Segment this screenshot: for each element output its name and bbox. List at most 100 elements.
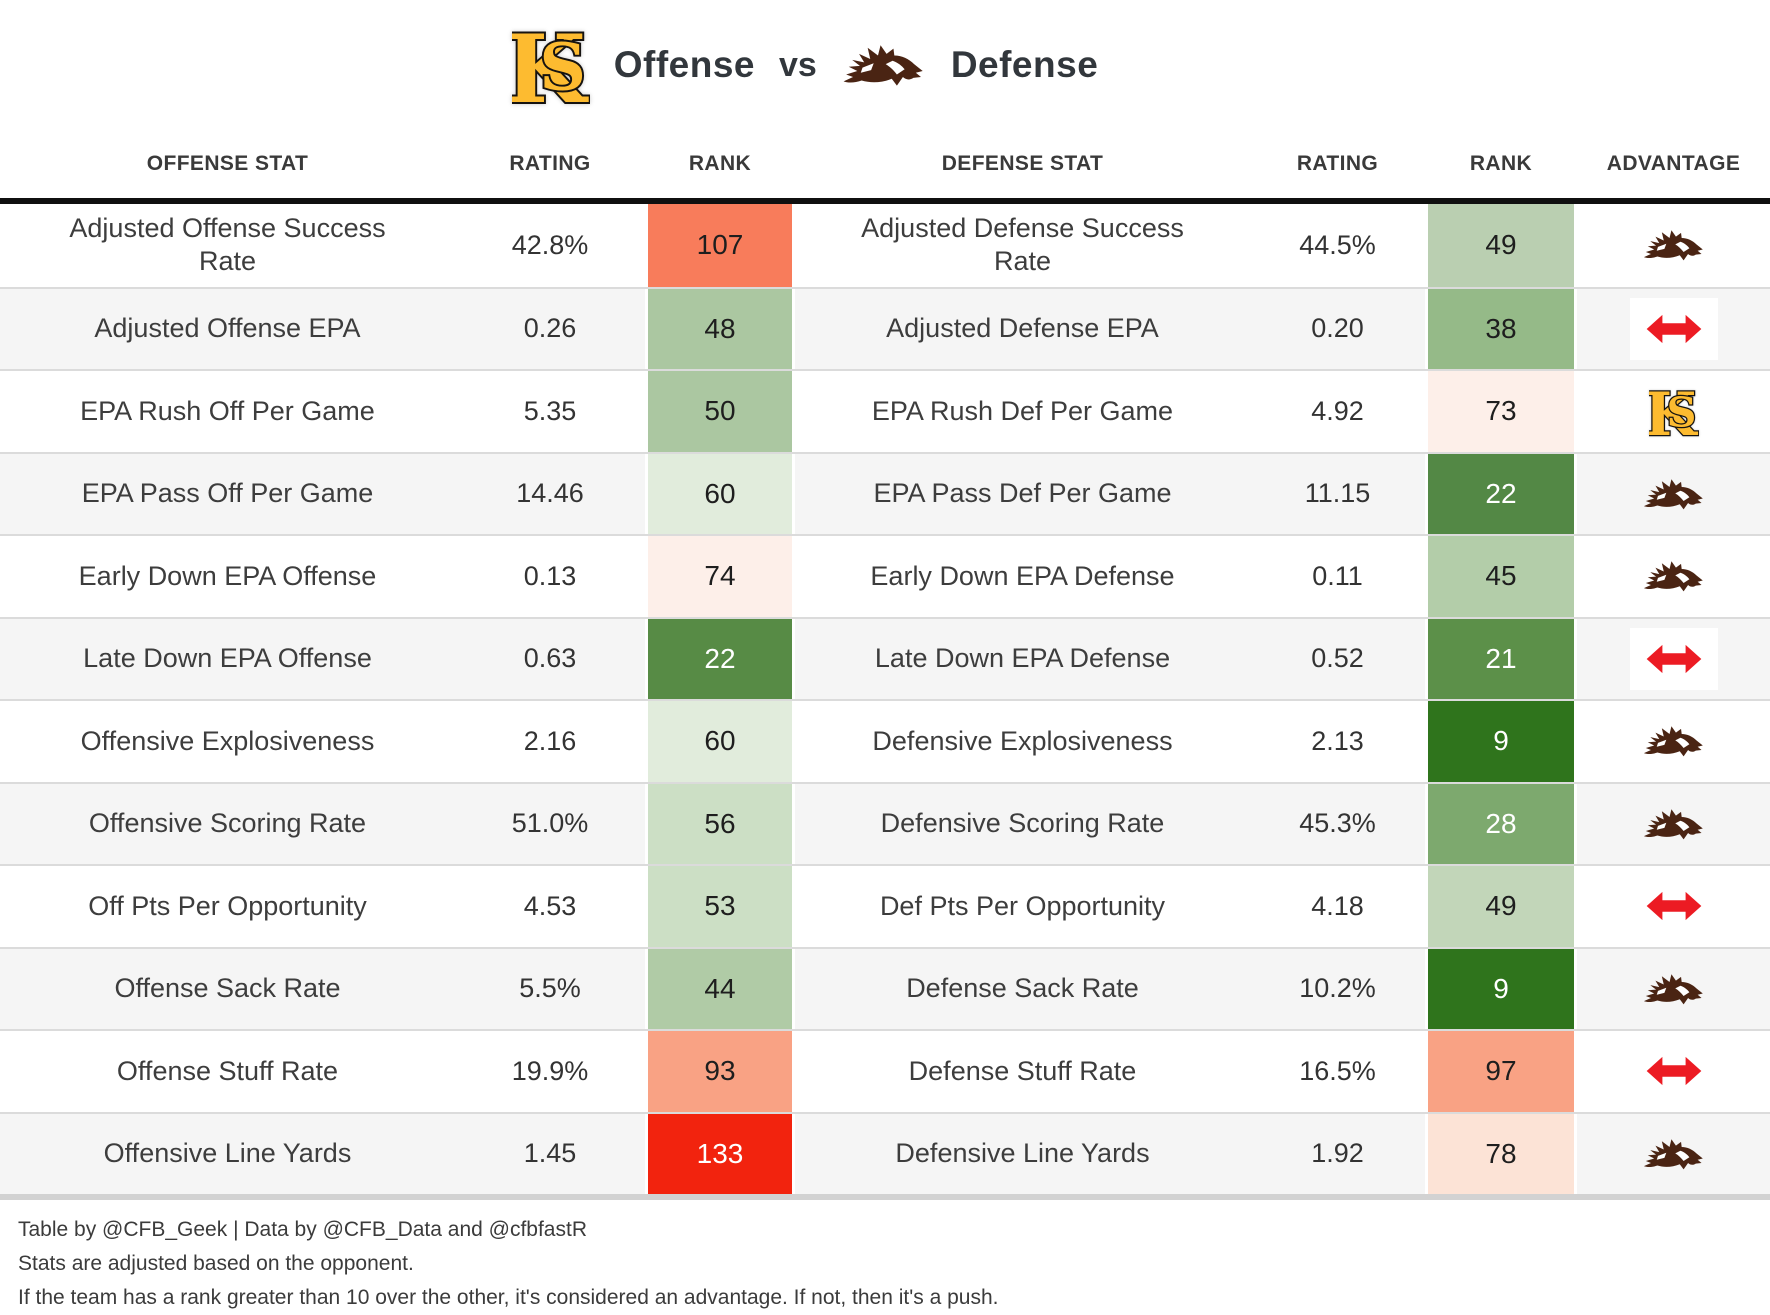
offense-rating-value: 5.5% — [519, 973, 581, 1004]
defense-rating-value: 0.52 — [1311, 643, 1364, 674]
credit-line: Table by @CFB_Geek | Data by @CFB_Data a… — [18, 1218, 587, 1241]
wmu-bronco-logo-icon — [1642, 721, 1706, 761]
table-row: Offensive Line Yards 1.45 133 Defensive Lin… — [0, 1111, 1770, 1195]
advantage-cell — [1577, 866, 1770, 947]
svg-text:S: S — [539, 30, 585, 105]
table-bottom-bar — [0, 1194, 1770, 1200]
defense-stat-label: Def Pts Per Opportunity — [879, 890, 1166, 921]
table-row: Adjusted Offense EPA 0.26 48 Adjusted Defen… — [0, 286, 1770, 370]
table-footer: Table by @CFB_Geek | Data by @CFB_Data a… — [0, 1200, 1770, 1315]
wmu-bronco-logo-icon — [1642, 1134, 1706, 1174]
defense-rating-value: 4.18 — [1311, 890, 1364, 921]
table-row: Early Down EPA Offense 0.13 74 Early Down E… — [0, 534, 1770, 617]
col-header-defense-rank: RANK — [1469, 152, 1533, 175]
defense-rank-value: 78 — [1425, 1113, 1577, 1194]
defense-rank-value: 9 — [1425, 701, 1577, 782]
offense-title-label: Offense — [613, 44, 755, 85]
push-arrow-icon — [1629, 627, 1718, 690]
svg-text:K: K — [1649, 381, 1698, 441]
advantage-cell — [1577, 701, 1770, 782]
defense-rating-value: 4.92 — [1311, 395, 1364, 426]
defense-rating-value: 0.11 — [1312, 560, 1363, 591]
svg-text:S: S — [1666, 388, 1696, 437]
advantage-cell — [1577, 784, 1770, 865]
offense-rating-value: 0.26 — [523, 313, 577, 344]
offense-rating-value: 14.46 — [516, 478, 584, 509]
defense-rating-value: 16.5% — [1299, 1055, 1376, 1086]
table-row: Offense Stuff Rate 19.9% 93 Defense Stuff R… — [0, 1029, 1770, 1112]
offense-stat-label: Off Pts Per Opportunity — [88, 890, 367, 921]
table-row: Adjusted Offense Success Rate 42.8% 107 Adj… — [0, 204, 1770, 287]
col-header-offense-stat: OFFENSE STAT — [146, 152, 309, 175]
advantage-cell — [1577, 619, 1770, 700]
offense-rank-value: 50 — [645, 371, 795, 452]
offense-stat-label: EPA Rush Off Per Game — [80, 395, 375, 426]
defense-stat-label: EPA Pass Def Per Game — [873, 478, 1172, 509]
offense-stat-label: Offense Sack Rate — [114, 973, 341, 1004]
defense-stat-label: Defense Sack Rate — [906, 973, 1139, 1004]
wmu-bronco-logo-icon — [1642, 474, 1706, 514]
defense-rating-value: 45.3% — [1299, 808, 1376, 839]
offense-stat-label: EPA Pass Off Per Game — [81, 478, 374, 509]
col-header-defense-rating: RATING — [1296, 152, 1379, 175]
advantage-cell — [1577, 289, 1770, 370]
table-row: EPA Rush Off Per Game 5.35 50 EPA Rush Def … — [0, 369, 1770, 452]
defense-title-label: Defense — [950, 44, 1099, 85]
offense-rank-value: 133 — [645, 1113, 795, 1194]
defense-stat-label: Defensive Line Yards — [895, 1138, 1150, 1169]
defense-stat-label: Adjusted Defense Success Rate — [861, 213, 1184, 277]
defense-rank-value: 21 — [1425, 618, 1577, 699]
page-title: K S Offense vs Defense — [0, 0, 1690, 130]
offense-rank-value: 56 — [645, 783, 795, 864]
defense-rating-value: 1.92 — [1311, 1138, 1364, 1169]
advantage-cell — [1577, 949, 1770, 1030]
offense-rating-value: 5.35 — [523, 395, 577, 426]
wmu-bronco-logo-icon — [1642, 969, 1706, 1009]
defense-rating-value: 44.5% — [1299, 229, 1376, 260]
svg-text:K: K — [512, 17, 589, 113]
offense-rank-value: 22 — [645, 618, 795, 699]
defense-stat-label: Early Down EPA Defense — [870, 560, 1175, 591]
offense-rating-value: 2.16 — [523, 725, 577, 756]
defense-rank-value: 38 — [1425, 288, 1577, 369]
offense-rating-value: 51.0% — [511, 808, 589, 839]
push-arrow-icon — [1629, 1040, 1718, 1103]
table-row: Offensive Explosiveness 2.16 60 Defensive E… — [0, 699, 1770, 782]
offense-rank-value: 53 — [645, 866, 795, 947]
vs-label: vs — [778, 45, 817, 84]
defense-rank-value: 73 — [1425, 371, 1577, 452]
advantage-cell — [1577, 1031, 1770, 1112]
offense-rank-value: 107 — [645, 204, 795, 287]
offense-rating-value: 0.13 — [523, 560, 577, 591]
offense-rating-value: 4.53 — [523, 890, 577, 921]
defense-rank-value: 22 — [1425, 453, 1577, 534]
offense-rank-value: 60 — [645, 701, 795, 782]
defense-stat-label: EPA Rush Def Per Game — [871, 395, 1174, 426]
header-divider-bar — [0, 198, 1770, 204]
offense-rating-value: 0.63 — [523, 643, 577, 674]
defense-rank-value: 28 — [1425, 783, 1577, 864]
push-arrow-icon — [1629, 875, 1718, 938]
wmu-bronco-logo-icon — [1642, 804, 1706, 844]
offense-stat-label: Early Down EPA Offense — [78, 560, 377, 591]
advantage-cell — [1577, 454, 1770, 535]
advantage-cell — [1577, 536, 1770, 617]
table-header-row: OFFENSE STAT RATING RANK DEFENSE STAT RA… — [0, 130, 1770, 198]
defense-stat-label: Adjusted Defense EPA — [886, 313, 1159, 344]
offense-rating-value: 42.8% — [511, 229, 589, 260]
footnote-adjusted: Stats are adjusted based on the opponent… — [18, 1252, 414, 1275]
defense-rating-value: 10.2% — [1299, 973, 1376, 1004]
wmu-bronco-logo-icon — [841, 39, 927, 91]
footnote-advantage-rule: If the team has a rank greater than 10 o… — [18, 1286, 999, 1309]
table-row: Off Pts Per Opportunity 4.53 53 Def Pts Per… — [0, 864, 1770, 947]
table-body: Adjusted Offense Success Rate 42.8% 107 Adj… — [0, 204, 1770, 1194]
advantage-cell — [1577, 1114, 1770, 1195]
defense-stat-label: Defensive Explosiveness — [872, 725, 1173, 756]
offense-rank-value: 93 — [645, 1031, 795, 1112]
offense-rank-value: 60 — [645, 453, 795, 534]
col-header-offense-rank: RANK — [688, 152, 752, 175]
offense-rating-value: 1.45 — [523, 1138, 577, 1169]
col-header-offense-rating: RATING — [509, 152, 591, 175]
